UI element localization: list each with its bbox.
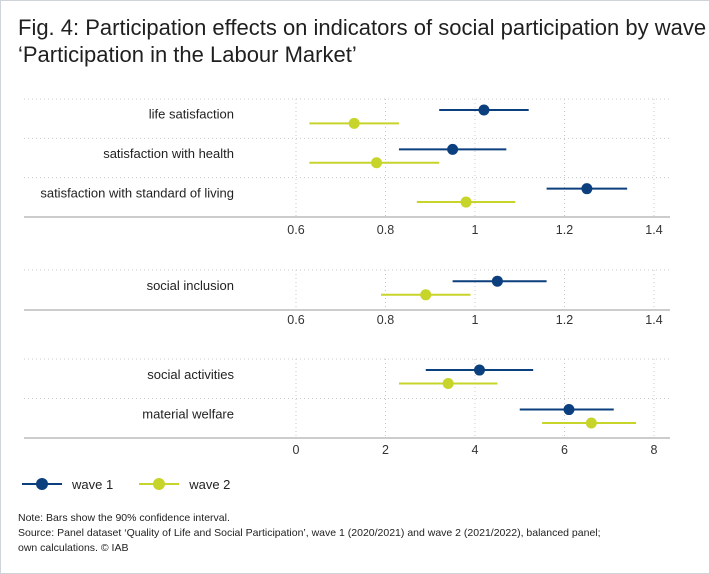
footnotes: Note: Bars show the 90% confidence inter… <box>18 511 698 556</box>
legend-item-wave-2: wave 2 <box>139 477 230 492</box>
x-tick-label: 1 <box>472 313 479 327</box>
chart-area: 0.6 0.8 1 1.2 1.4 life satisfaction satisfacti… <box>24 98 670 457</box>
point-wave-2 <box>585 417 597 429</box>
chart-title-line-1: Fig. 4: Participation effects on indicat… <box>18 15 710 40</box>
x-tick-label: 0 <box>293 443 300 457</box>
point-wave-1 <box>478 104 490 116</box>
x-tick-label: 1 <box>472 223 479 237</box>
category-label-satisfaction-with-standard-of-living: satisfaction with standard of living <box>40 185 234 200</box>
category-label-social-inclusion: social inclusion <box>147 278 234 293</box>
category-label-social-activities: social activities <box>147 367 234 382</box>
category-label-satisfaction-with-health: satisfaction with health <box>103 146 234 161</box>
x-tick-label: 4 <box>472 443 479 457</box>
point-wave-2 <box>460 196 472 208</box>
point-wave-1 <box>473 364 485 376</box>
x-tick-label: 2 <box>382 443 389 457</box>
chart-title-line-2: ‘Participation in the Labour Market’ <box>18 42 357 67</box>
x-tick-label: 1.2 <box>556 223 573 237</box>
point-wave-1 <box>491 275 503 287</box>
point-wave-2 <box>420 289 432 301</box>
category-label-life-satisfaction: life satisfaction <box>149 107 234 122</box>
note-line: Note: Bars show the 90% confidence inter… <box>18 512 230 524</box>
chart-title: Fig. 4: Participation effects on indicat… <box>18 14 710 68</box>
x-tick-label: 0.6 <box>287 223 304 237</box>
x-tick-label: 1.4 <box>645 223 662 237</box>
legend-symbol-wave-2 <box>139 477 180 491</box>
x-tick-label: 6 <box>561 443 568 457</box>
point-wave-2 <box>371 157 383 169</box>
x-tick-label: 0.6 <box>287 313 304 327</box>
category-label-material-welfare: material welfare <box>142 406 234 421</box>
legend-label-wave-1: wave 1 <box>72 476 114 492</box>
source-line: Source: Panel dataset ‘Quality of Life a… <box>18 527 601 539</box>
x-tick-label: 8 <box>651 443 658 457</box>
point-wave-1 <box>563 404 575 416</box>
legend: wave 1 wave 2 <box>22 474 256 494</box>
legend-item-wave-1: wave 1 <box>22 477 113 492</box>
point-wave-2 <box>348 117 360 129</box>
x-tick-label: 0.8 <box>377 223 394 237</box>
source-line-cont: own calculations. © IAB <box>18 542 129 554</box>
point-wave-1 <box>447 143 459 155</box>
point-wave-1 <box>581 183 593 195</box>
legend-symbol-wave-1 <box>22 477 62 491</box>
x-tick-label: 0.8 <box>377 313 394 327</box>
legend-label-wave-2: wave 2 <box>189 476 231 492</box>
point-wave-2 <box>442 377 454 389</box>
x-tick-label: 1.4 <box>645 313 662 327</box>
x-tick-label: 1.2 <box>556 313 573 327</box>
